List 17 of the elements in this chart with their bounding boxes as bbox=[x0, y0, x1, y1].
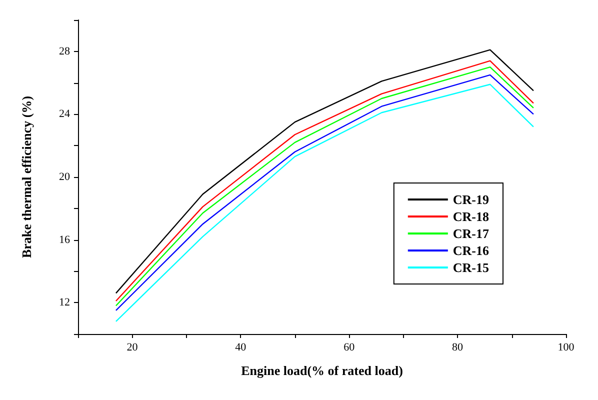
y-tick-label: 20 bbox=[59, 171, 70, 183]
y-tick-label: 12 bbox=[59, 296, 70, 309]
legend-label: CR-16 bbox=[452, 243, 490, 258]
x-axis-title: Engine load(% of rated load) bbox=[241, 363, 403, 378]
x-tick-label: 40 bbox=[235, 342, 247, 354]
x-tick-label: 80 bbox=[452, 342, 464, 354]
legend-label: CR-15 bbox=[452, 260, 490, 275]
legend-label: CR-18 bbox=[452, 209, 490, 224]
x-tick-label: 100 bbox=[558, 342, 575, 354]
x-tick-label: 60 bbox=[344, 342, 356, 354]
x-tick-label: 20 bbox=[126, 342, 138, 354]
y-tick-label: 28 bbox=[59, 45, 70, 58]
y-tick-label: 16 bbox=[59, 234, 70, 246]
y-axis-title: Brake thermal efficiency (%) bbox=[19, 96, 34, 258]
legend-label: CR-19 bbox=[452, 192, 490, 207]
y-tick-label: 24 bbox=[59, 108, 70, 120]
legend-label: CR-17 bbox=[452, 226, 490, 241]
